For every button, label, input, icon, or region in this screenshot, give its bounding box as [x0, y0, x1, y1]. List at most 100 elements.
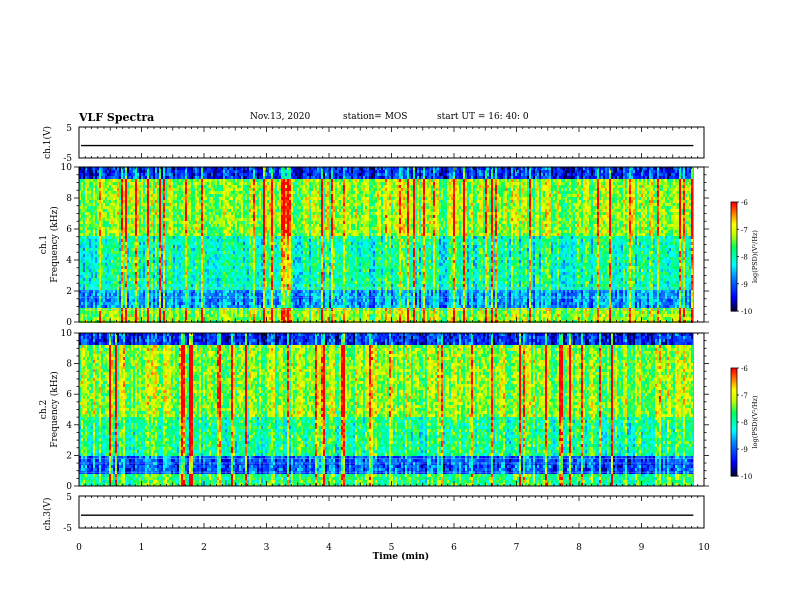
spectrogram-cell — [111, 248, 113, 251]
spectrogram-cell — [213, 203, 215, 206]
spectrogram-cell — [121, 248, 123, 251]
spectrogram-cell — [183, 206, 185, 209]
spectrogram-cell — [83, 242, 85, 245]
spectrogram-cell — [153, 251, 155, 254]
spectrogram-cell — [221, 287, 223, 290]
spectrogram-cell — [147, 242, 149, 245]
spectrogram-cell — [225, 254, 227, 257]
spectrogram-cell — [107, 233, 109, 236]
spectrogram-cell — [127, 284, 129, 287]
spectrogram-cell — [211, 278, 213, 281]
spectrogram-cell — [99, 230, 101, 233]
spectrogram-cell — [215, 224, 217, 227]
spectrogram-cell — [221, 317, 223, 320]
spectrogram-cell — [145, 176, 147, 179]
spectrogram-cell — [183, 272, 185, 275]
spectrogram-cell — [87, 284, 89, 287]
spectrogram-cell — [113, 302, 115, 305]
spectrogram-cell — [191, 212, 193, 215]
spectrogram-cell — [121, 314, 123, 317]
spectrogram-cell — [217, 179, 219, 182]
spectrogram-cell — [233, 254, 235, 257]
spectrogram-cell — [85, 170, 87, 173]
spectrogram-cell — [119, 284, 121, 287]
spectrogram-cell — [237, 203, 239, 206]
spectrogram-cell — [215, 227, 217, 230]
spectrogram-cell — [111, 266, 113, 269]
spectrogram-cell — [139, 242, 141, 245]
spectrogram-cell — [87, 305, 89, 308]
spectrogram-cell — [159, 317, 161, 320]
spectrogram-cell — [153, 263, 155, 266]
spectrogram-cell — [123, 299, 125, 302]
spectrogram-cell — [187, 284, 189, 287]
spectrogram-cell — [205, 233, 207, 236]
spectrogram-cell — [185, 245, 187, 248]
spectrogram-cell — [203, 299, 205, 302]
spectrogram-cell — [209, 230, 211, 233]
spectrogram-cell — [187, 209, 189, 212]
spectrogram-cell — [129, 290, 131, 293]
spectrogram-cell — [157, 302, 159, 305]
spectrogram-cell — [183, 251, 185, 254]
spectrogram-cell — [91, 227, 93, 230]
spectrogram-cell — [169, 260, 171, 263]
spectrogram-cell — [179, 182, 181, 185]
spectrogram-cell — [203, 233, 205, 236]
spectrogram-cell — [181, 257, 183, 260]
spectrogram-cell — [221, 299, 223, 302]
spectrogram-cell — [97, 191, 99, 194]
spectrogram-cell — [193, 317, 195, 320]
spectrogram-cell — [157, 215, 159, 218]
spectrogram-cell — [149, 218, 151, 221]
spectrogram-cell — [131, 257, 133, 260]
spectrogram-cell — [151, 266, 153, 269]
spectrogram-cell — [197, 242, 199, 245]
spectrogram-cell — [157, 260, 159, 263]
spectrogram-cell — [201, 221, 203, 224]
spectrogram-cell — [81, 212, 83, 215]
spectrogram-cell — [131, 212, 133, 215]
spectrogram-cell — [185, 176, 187, 179]
spectrogram-cell — [219, 230, 221, 233]
spectrogram-cell — [115, 209, 117, 212]
spectrogram-cell — [117, 188, 119, 191]
spectrogram-cell — [235, 284, 237, 287]
spectrogram-cell — [109, 200, 111, 203]
spectrogram-cell — [145, 314, 147, 317]
spectrogram-cell — [191, 266, 193, 269]
spectrogram-cell — [229, 194, 231, 197]
spectrogram-cell — [137, 287, 139, 290]
spectrogram-cell — [183, 269, 185, 272]
spectrogram-cell — [211, 266, 213, 269]
spectrogram-cell — [195, 206, 197, 209]
spectrogram-cell — [231, 272, 233, 275]
spectrogram-cell — [133, 293, 135, 296]
spectrogram-cell — [197, 275, 199, 278]
spectrogram-cell — [89, 194, 91, 197]
spectrogram-cell — [191, 254, 193, 257]
spectrogram-cell — [95, 284, 97, 287]
spectrogram-cell — [145, 206, 147, 209]
spectrogram-cell — [149, 299, 151, 302]
spectrogram-cell — [217, 266, 219, 269]
spectrogram-cell — [125, 194, 127, 197]
spectrogram-cell — [131, 248, 133, 251]
spectrogram-cell — [237, 260, 239, 263]
spectrogram-cell — [203, 287, 205, 290]
spectrogram-cell — [217, 290, 219, 293]
spectrogram-cell — [197, 314, 199, 317]
spectrogram-cell — [111, 200, 113, 203]
spectrogram-cell — [211, 173, 213, 176]
spectrogram-cell — [219, 209, 221, 212]
spectrogram-cell — [99, 305, 101, 308]
spectrogram-cell — [175, 230, 177, 233]
spectrogram-cell — [197, 245, 199, 248]
spectrogram-cell — [141, 269, 143, 272]
spectrogram-cell — [237, 278, 239, 281]
spectrogram-cell — [155, 314, 157, 317]
spectrogram-cell — [129, 272, 131, 275]
spectrogram-cell — [153, 194, 155, 197]
spectrogram-cell — [207, 293, 209, 296]
spectrogram-cell — [113, 239, 115, 242]
